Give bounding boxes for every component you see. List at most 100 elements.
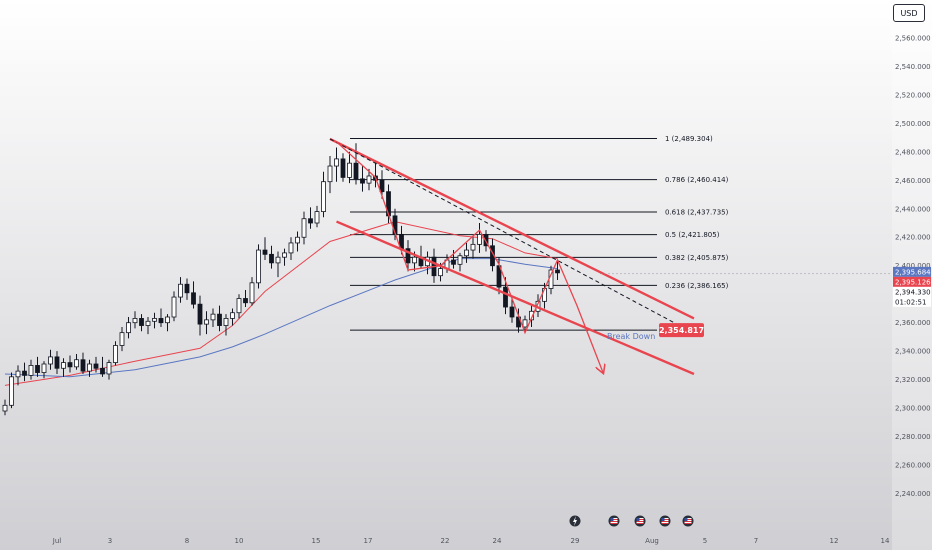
event-markers[interactable] bbox=[569, 515, 694, 527]
candle[interactable] bbox=[145, 317, 151, 335]
candle-body bbox=[457, 255, 463, 265]
us-flag-icon[interactable] bbox=[682, 515, 694, 527]
candle[interactable] bbox=[158, 308, 164, 327]
fibonacci-retracement[interactable]: 1 (2,489.304) 0.786 (2,460.414) 0.618 (2,4… bbox=[350, 135, 729, 331]
candle[interactable] bbox=[243, 289, 248, 308]
flag-stripe bbox=[684, 521, 692, 522]
candle[interactable] bbox=[48, 349, 53, 370]
candle[interactable] bbox=[28, 359, 34, 380]
candle[interactable] bbox=[340, 153, 346, 182]
price-tick-label: 2,480.000 bbox=[895, 148, 931, 156]
candle[interactable] bbox=[9, 372, 14, 409]
candle[interactable] bbox=[80, 352, 86, 374]
candle-body bbox=[93, 363, 99, 369]
candle[interactable] bbox=[347, 151, 352, 184]
price-label: 2,395.126 bbox=[895, 278, 931, 286]
candle[interactable] bbox=[334, 147, 339, 182]
candle[interactable] bbox=[366, 168, 372, 191]
candle[interactable] bbox=[35, 356, 40, 377]
candle[interactable] bbox=[230, 308, 235, 326]
candle-body bbox=[405, 248, 411, 264]
candle[interactable] bbox=[204, 311, 209, 335]
us-flag-icon[interactable] bbox=[608, 515, 620, 527]
flag-stripe bbox=[661, 519, 669, 520]
candle[interactable] bbox=[503, 277, 508, 315]
candle[interactable] bbox=[165, 314, 170, 332]
candle[interactable] bbox=[470, 237, 476, 259]
candle[interactable] bbox=[210, 308, 216, 327]
candle[interactable] bbox=[132, 311, 138, 329]
lightning-icon[interactable] bbox=[569, 515, 581, 527]
candle[interactable] bbox=[321, 171, 326, 218]
candle[interactable] bbox=[178, 277, 183, 303]
candle[interactable] bbox=[152, 312, 157, 329]
candle[interactable] bbox=[191, 281, 196, 309]
candle[interactable] bbox=[282, 248, 287, 266]
candles[interactable] bbox=[2, 143, 560, 416]
candle[interactable] bbox=[249, 277, 255, 306]
candle[interactable] bbox=[93, 356, 99, 373]
candle[interactable] bbox=[457, 252, 463, 272]
candle[interactable] bbox=[262, 237, 268, 261]
candle[interactable] bbox=[301, 211, 307, 245]
candle[interactable] bbox=[184, 278, 190, 300]
candle[interactable] bbox=[54, 351, 60, 374]
candle[interactable] bbox=[464, 242, 469, 263]
candle[interactable] bbox=[275, 251, 281, 278]
drawings[interactable]: Break Down 2,354.817 bbox=[329, 137, 704, 376]
candle[interactable] bbox=[74, 354, 79, 370]
candle[interactable] bbox=[67, 355, 73, 373]
candle-body bbox=[2, 404, 8, 412]
flag-canton bbox=[684, 518, 688, 521]
projection-path[interactable] bbox=[336, 141, 604, 373]
candle[interactable] bbox=[509, 297, 515, 323]
candle[interactable] bbox=[217, 305, 222, 332]
candle-body bbox=[204, 319, 209, 325]
candle[interactable] bbox=[295, 231, 300, 252]
candle[interactable] bbox=[529, 305, 534, 327]
candle[interactable] bbox=[269, 245, 274, 269]
candle[interactable] bbox=[2, 399, 8, 416]
candle[interactable] bbox=[236, 294, 242, 319]
candle[interactable] bbox=[522, 315, 528, 332]
candle[interactable] bbox=[100, 356, 105, 377]
candle[interactable] bbox=[61, 358, 66, 377]
candle[interactable] bbox=[15, 365, 21, 386]
candle-body bbox=[145, 320, 151, 326]
candle[interactable] bbox=[256, 244, 261, 289]
candle[interactable] bbox=[171, 291, 177, 322]
us-flag-icon[interactable] bbox=[634, 515, 646, 527]
candle[interactable] bbox=[308, 207, 313, 229]
candle[interactable] bbox=[22, 362, 27, 382]
candle[interactable] bbox=[119, 326, 125, 352]
candle[interactable] bbox=[314, 205, 320, 228]
target-price-box bbox=[659, 323, 704, 338]
channel-line[interactable] bbox=[329, 137, 695, 320]
candle[interactable] bbox=[288, 237, 294, 261]
candle[interactable] bbox=[113, 341, 118, 366]
candle[interactable] bbox=[360, 166, 365, 192]
candle[interactable] bbox=[353, 143, 359, 185]
price-tick-label: 2,500.000 bbox=[895, 120, 931, 128]
channel-line[interactable] bbox=[336, 220, 695, 376]
candle[interactable] bbox=[139, 314, 144, 332]
candle[interactable] bbox=[106, 359, 112, 380]
candle[interactable] bbox=[405, 240, 411, 272]
currency-button[interactable]: USD bbox=[893, 4, 925, 22]
candle[interactable] bbox=[126, 317, 131, 339]
candle[interactable] bbox=[223, 314, 229, 336]
candle[interactable] bbox=[87, 359, 92, 377]
candle[interactable] bbox=[555, 260, 560, 280]
candle-body bbox=[9, 376, 14, 406]
dashed-trend-line[interactable] bbox=[329, 138, 688, 331]
us-flag-icon[interactable] bbox=[659, 515, 671, 527]
candle[interactable] bbox=[197, 295, 203, 336]
candle[interactable] bbox=[327, 156, 333, 194]
price-labels: 2,395.684 2,395.126 2,394.330 01:02:51 bbox=[600, 266, 931, 307]
candle[interactable] bbox=[477, 223, 482, 253]
candle[interactable] bbox=[41, 361, 47, 379]
candle-body bbox=[282, 252, 287, 258]
time-axis[interactable]: Jul 3 8 10 15 17 22 24 29 Aug 5 7 12 14 bbox=[52, 537, 890, 545]
